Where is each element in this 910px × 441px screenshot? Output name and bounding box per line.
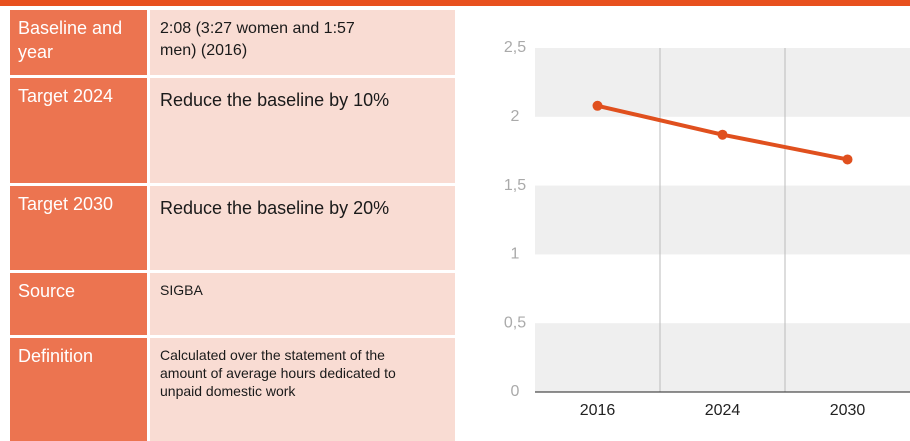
table-row: Baseline and year 2:08 (3:27 women and 1:… bbox=[10, 10, 455, 75]
row-label: Target 2024 bbox=[10, 78, 147, 183]
y-tick-label: 2,5 bbox=[504, 39, 526, 56]
row-value: 2:08 (3:27 women and 1:57 men) (2016) bbox=[150, 10, 455, 75]
x-tick-label: 2030 bbox=[830, 402, 866, 419]
row-label: Target 2030 bbox=[10, 186, 147, 270]
y-tick-label: 1 bbox=[511, 246, 520, 263]
row-label: Source bbox=[10, 273, 147, 335]
point bbox=[592, 100, 603, 111]
row-value: SIGBA bbox=[150, 273, 455, 335]
row-label: Baseline and year bbox=[10, 10, 147, 75]
grid-band bbox=[535, 185, 910, 255]
table-row: Target 2024 Reduce the baseline by 10% bbox=[10, 78, 455, 183]
grid-band bbox=[535, 48, 910, 117]
x-tick-label: 2016 bbox=[580, 402, 616, 419]
y-tick-label: 0 bbox=[511, 383, 520, 400]
x-tick-label: 2024 bbox=[705, 402, 741, 419]
y-tick-label: 0,5 bbox=[504, 314, 526, 331]
point bbox=[717, 129, 728, 140]
row-value: Reduce the baseline by 10% bbox=[150, 78, 455, 183]
top-bar bbox=[0, 0, 910, 6]
table-row: Target 2030 Reduce the baseline by 20% bbox=[10, 186, 455, 270]
y-tick-label: 2 bbox=[511, 108, 520, 125]
row-value: Reduce the baseline by 20% bbox=[150, 186, 455, 270]
row-label: Definition bbox=[10, 338, 147, 441]
row-value: Calculated over the statement of the amo… bbox=[150, 338, 455, 441]
grid-band bbox=[535, 323, 910, 392]
table-row: Source SIGBA bbox=[10, 273, 455, 335]
point bbox=[842, 154, 853, 165]
table-row: Definition Calculated over the statement … bbox=[10, 338, 455, 441]
y-tick-label: 1,5 bbox=[504, 177, 526, 194]
